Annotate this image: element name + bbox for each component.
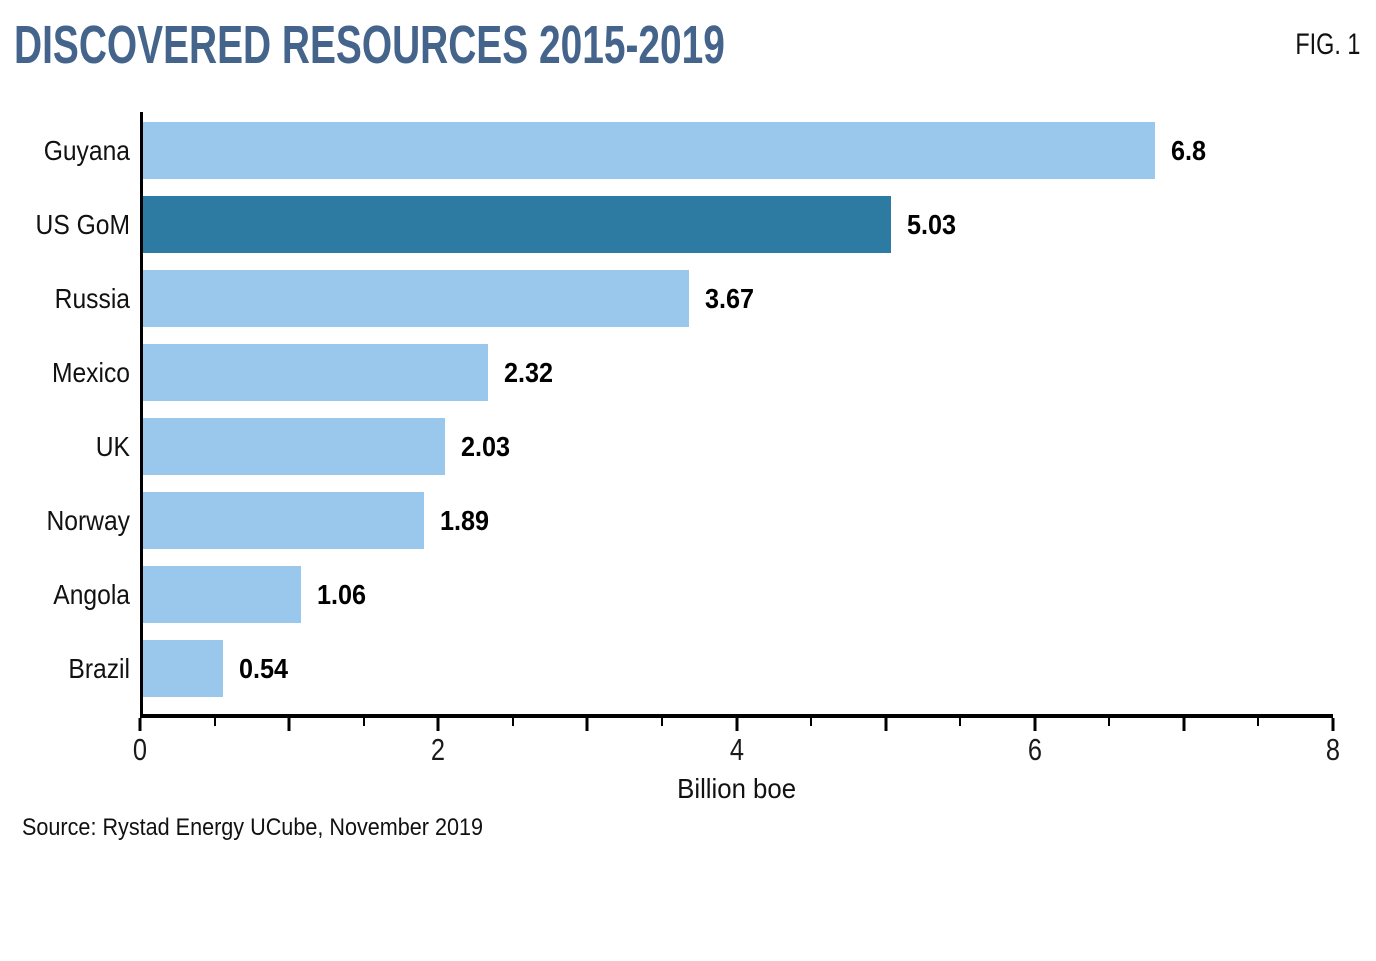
category-label: Russia: [54, 283, 130, 314]
x-axis-tick-label: 2: [431, 732, 446, 767]
x-axis-tick: [1257, 718, 1260, 726]
bar: [143, 270, 689, 327]
x-axis-tick: [213, 718, 216, 726]
bar: [143, 122, 1155, 179]
x-axis-tick: [735, 718, 738, 731]
x-axis-tick: [436, 718, 440, 731]
bar: [143, 196, 892, 253]
value-label: 2.03: [460, 431, 511, 462]
x-axis-tick-label: 6: [1027, 732, 1042, 767]
x-axis-tick-label: 8: [1325, 732, 1341, 767]
category-label: Mexico: [51, 357, 130, 388]
category-label: Guyana: [43, 135, 130, 166]
bar-row: Mexico 2.32: [52, 344, 1333, 418]
x-axis-tick: [585, 718, 589, 731]
x-axis-title-text: Billion boe: [677, 773, 796, 804]
x-axis-tick: [959, 718, 962, 726]
bar-rows: Guyana 6.8 US GoM 5.03 Russia 3.67 Mexic…: [36, 112, 1333, 714]
x-axis-tick: [138, 718, 142, 731]
source-note: Source: Rystad Energy UCube, November 20…: [22, 814, 484, 841]
chart-title: DISCOVERED RESOURCES 2015-2019: [14, 15, 725, 75]
bar-row: Brazil 0.54: [68, 640, 1333, 714]
value-label: 2.32: [504, 357, 554, 388]
x-axis-tick: [1108, 718, 1111, 726]
category-label: US GoM: [35, 209, 130, 240]
x-axis-tick-label: 0: [132, 732, 148, 767]
bar: [143, 492, 425, 549]
value-label: 0.54: [239, 653, 289, 684]
x-axis-tick: [362, 718, 365, 726]
bar: [143, 566, 301, 623]
bar-row: Norway 1.89: [46, 492, 1333, 566]
bar-row: Guyana 6.8: [44, 122, 1333, 196]
x-axis-title: Billion boe: [140, 774, 1333, 804]
bar-row: UK 2.03: [96, 418, 1333, 492]
bar-row: Angola 1.06: [53, 566, 1333, 640]
x-axis-tick: [1033, 718, 1037, 731]
x-axis-tick: [884, 718, 888, 731]
chart-header: DISCOVERED RESOURCES 2015-2019 FIG. 1: [0, 0, 1376, 112]
bar-row: Russia 3.67: [55, 270, 1333, 344]
bar: [143, 640, 224, 697]
category-label: UK: [95, 431, 130, 462]
value-label: 5.03: [907, 209, 957, 240]
x-axis: 0 2 4 6 8: [133, 714, 1340, 774]
value-label: 3.67: [704, 283, 754, 314]
category-label: Brazil: [68, 653, 130, 684]
x-axis-tick-label: 4: [729, 732, 744, 767]
value-label: 1.89: [440, 505, 490, 536]
value-label: 1.06: [316, 579, 366, 610]
x-axis-tick: [287, 718, 291, 731]
x-axis-tick: [810, 718, 813, 726]
x-axis-tick: [1331, 718, 1335, 731]
value-label: 6.8: [1170, 135, 1206, 166]
x-axis-tick: [1182, 718, 1186, 731]
bar: [143, 344, 489, 401]
x-axis-tick: [511, 718, 514, 726]
category-label: Norway: [46, 505, 130, 536]
bar: [143, 418, 445, 475]
category-label: Angola: [53, 579, 130, 610]
bar-chart: Guyana 6.8 US GoM 5.03 Russia 3.67 Mexic…: [0, 112, 1376, 804]
x-axis-tick: [660, 718, 663, 726]
figure-label: FIG. 1: [1294, 28, 1360, 61]
bar-row: US GoM 5.03: [36, 196, 1333, 270]
